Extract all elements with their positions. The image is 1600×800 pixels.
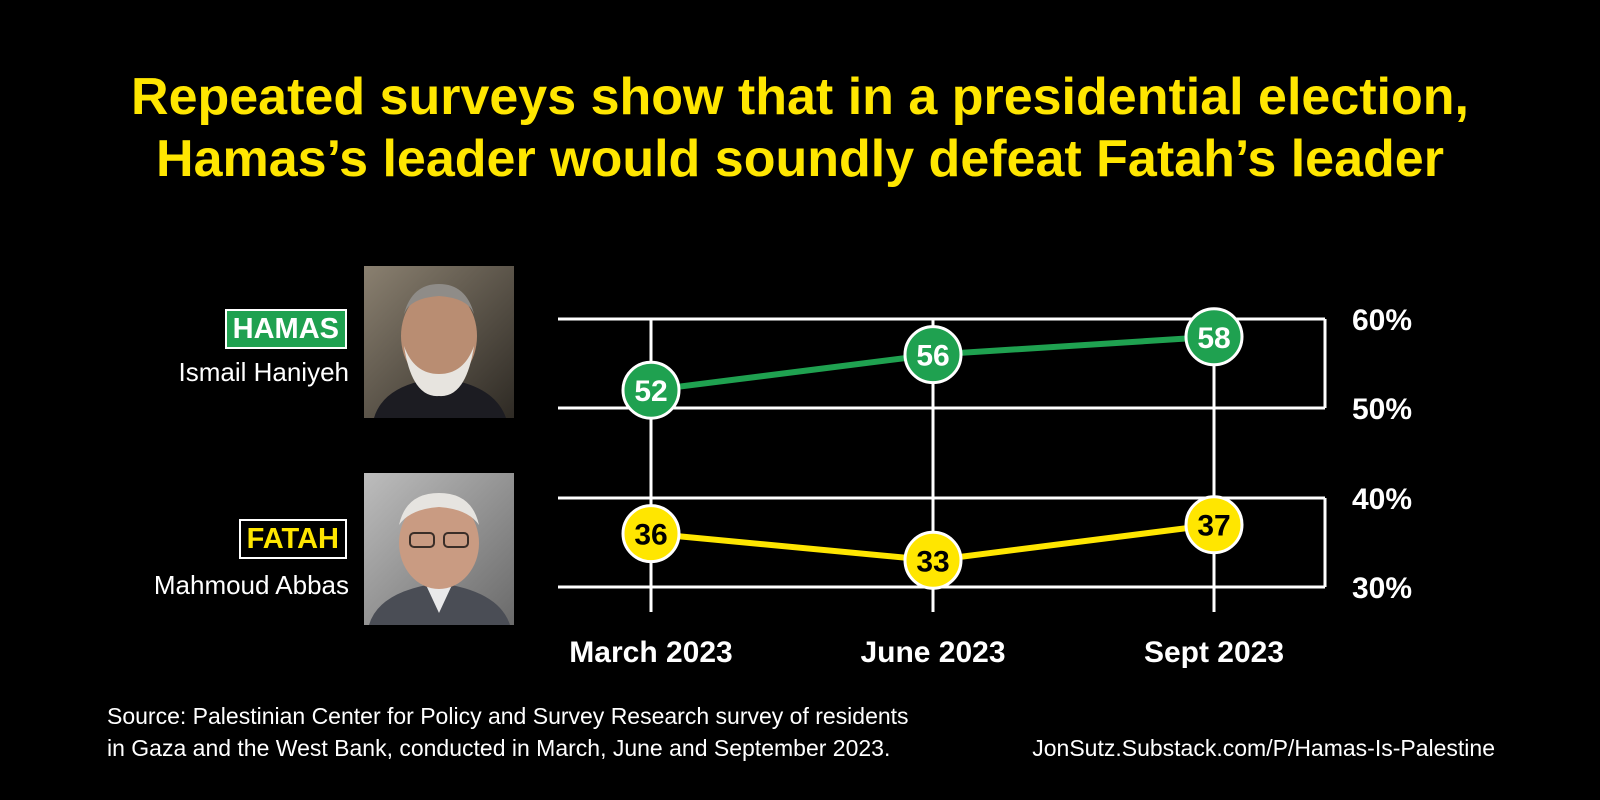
y-tick-label: 40%	[1352, 483, 1412, 516]
source-line-2: in Gaza and the West Bank, conducted in …	[107, 735, 891, 761]
credit-url: JonSutz.Substack.com/P/Hamas-Is-Palestin…	[1032, 735, 1495, 761]
data-point	[1184, 495, 1244, 555]
source-note: Source: Palestinian Center for Policy an…	[107, 700, 909, 764]
source-line-1: Source: Palestinian Center for Policy an…	[107, 703, 909, 729]
hamas-leader-name: Ismail Haniyeh	[178, 357, 349, 387]
chart-title: Repeated surveys show that in a presiden…	[0, 66, 1600, 190]
data-label: 36	[634, 519, 667, 552]
data-label: 52	[634, 375, 667, 408]
data-point	[903, 530, 963, 590]
title-line-1: Repeated surveys show that in a presiden…	[131, 68, 1469, 126]
data-label: 58	[1197, 322, 1230, 355]
data-point	[621, 504, 681, 564]
hamas-party-badge: HAMAS	[224, 309, 347, 349]
data-point	[1184, 307, 1244, 367]
x-tick-label: March 2023	[569, 636, 732, 669]
y-tick-label: 30%	[1352, 572, 1412, 605]
data-label: 33	[916, 545, 949, 578]
title-line-2: Hamas’s leader would soundly defeat Fata…	[156, 130, 1444, 188]
data-point	[621, 360, 681, 420]
fatah-party-badge: FATAH	[238, 519, 347, 559]
y-tick-label: 60%	[1352, 304, 1412, 337]
x-tick-label: June 2023	[860, 636, 1005, 669]
abbas-portrait	[364, 473, 514, 625]
y-tick-label: 50%	[1352, 393, 1412, 426]
data-label: 56	[916, 340, 949, 373]
haniyeh-portrait	[364, 266, 514, 418]
fatah-leader-name: Mahmoud Abbas	[153, 570, 349, 600]
x-tick-label: Sept 2023	[1144, 636, 1284, 669]
data-label: 37	[1197, 510, 1230, 543]
data-point	[903, 325, 963, 385]
